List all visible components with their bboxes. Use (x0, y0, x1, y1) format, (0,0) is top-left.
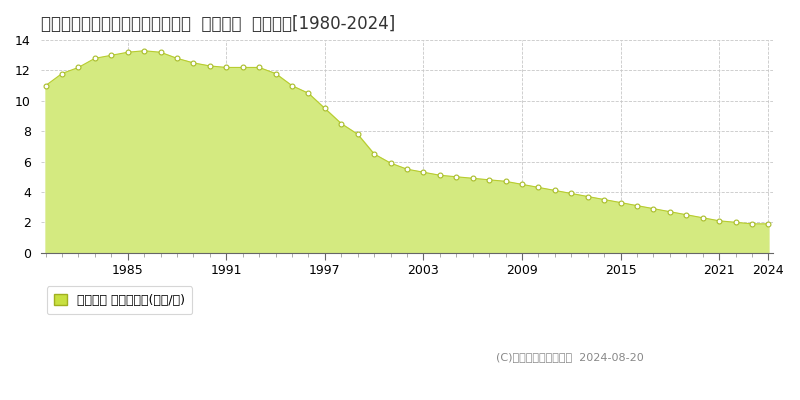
Legend: 地価公示 平均坪単価(万円/坪): 地価公示 平均坪単価(万円/坪) (47, 286, 192, 314)
Text: 北海道赤平市本町１丁目２番２外  地価公示  地価推移[1980-2024]: 北海道赤平市本町１丁目２番２外 地価公示 地価推移[1980-2024] (41, 15, 395, 33)
Text: (C)土地価格ドットコム  2024-08-20: (C)土地価格ドットコム 2024-08-20 (496, 352, 644, 362)
